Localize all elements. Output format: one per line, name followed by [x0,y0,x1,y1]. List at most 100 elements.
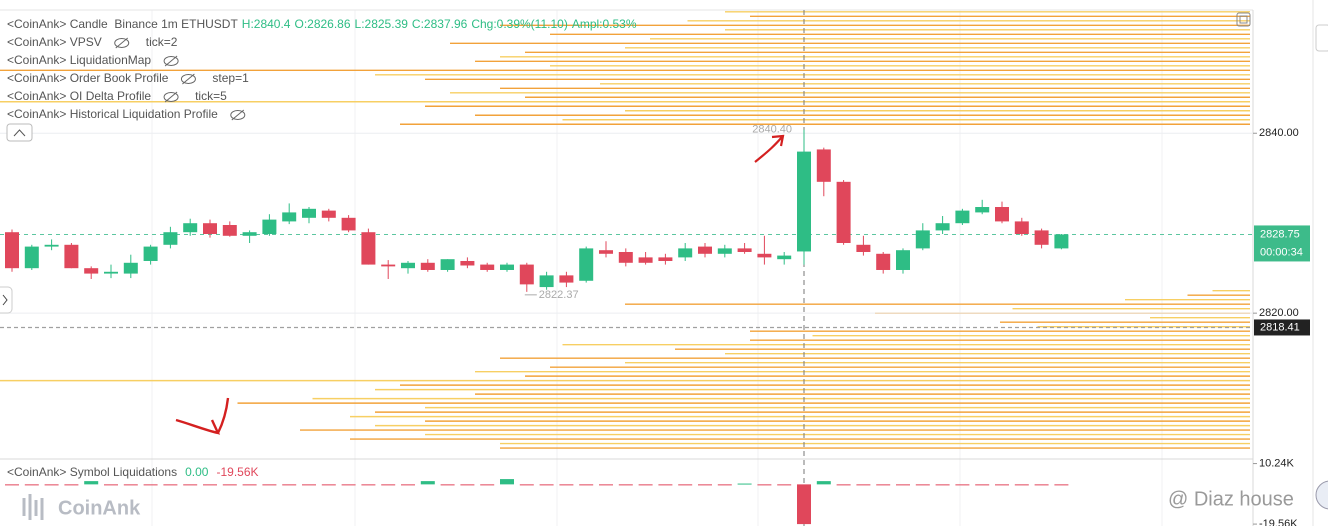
candle-body [618,251,633,263]
visibility-icon[interactable] [230,110,246,120]
watermark-logo [22,494,44,520]
liquidation-bar [440,484,455,486]
candle-body [44,244,59,247]
liquidation-bar [935,484,950,486]
liquidation-bar [460,484,475,486]
candle-body [816,149,831,182]
sub-stat: -19.56K [216,465,258,479]
liquidation-bar [995,484,1009,486]
liquidation-bar [599,484,613,486]
liquidation-bar [282,484,297,486]
header-value: Chg:0.39%(11.10) [471,17,568,31]
countdown: 00:00:34 [1260,246,1303,258]
liquidation-bar [955,484,970,486]
candle-body [896,250,910,270]
candle-body [797,151,811,252]
liquidation-bar [816,481,831,485]
liquidation-bar [975,484,990,486]
low-label: 2822.37 [539,289,579,301]
liquidation-bar [836,484,851,486]
visibility-icon[interactable] [180,74,196,84]
profile-layer [0,11,1250,449]
liquidation-bar [856,484,871,486]
liquidation-bar [401,484,415,486]
liquidation-bar [1054,484,1069,486]
sub-stat: 0.00 [185,465,209,479]
visibility-icon[interactable] [114,38,130,48]
liquidation-bar [717,484,732,486]
candle-body [242,232,257,236]
header-value: L:2825.39 [355,17,409,31]
annotation-arrow [175,397,230,435]
candle-body [519,264,534,285]
last-price-label: 2828.75 [1260,228,1300,240]
liquidation-bar [559,484,574,486]
liquidation-bar [242,484,257,486]
legend-item: <CoinAnk> Order Book Profile [7,71,169,85]
candle-body [222,225,237,236]
liquidation-bar [539,484,554,486]
candle-body [658,257,673,261]
candle-body [599,250,613,254]
candle-body [559,275,574,283]
header-name: <CoinAnk> Candle Binance 1m ETHUSDT [7,17,238,31]
candle-body [579,248,594,281]
candle-layer: 2840.40 2822.37 [5,124,1069,301]
liquidation-bar [618,484,633,486]
header-value: H:2840.4 [242,17,291,31]
legend-item: <CoinAnk> Historical Liquidation Profile [7,107,218,121]
y-tick-label: 2840.00 [1259,127,1299,139]
settings-button[interactable] [1236,12,1251,27]
liquidation-bar [698,484,712,486]
candle-body [302,208,316,218]
header-value: Ampl:0.53% [572,17,637,31]
scroll-left-button[interactable] [0,286,13,314]
liquidation-bar [915,484,930,486]
liquidation-bar [163,484,178,486]
candle-body [321,210,336,218]
candle-body [24,246,39,269]
candle-body [282,212,297,222]
candle-body [856,244,871,252]
sub-pane: <CoinAnk> Symbol Liquidations 0.00 -19.56K… [5,457,1298,526]
visibility-icon[interactable] [163,92,179,102]
candle-body [183,223,198,233]
candle-body [143,246,158,261]
candle-body [440,259,455,270]
legend-item: <CoinAnk> OI Delta Profile [7,89,151,103]
candle-body [104,271,118,274]
candle-body [757,253,772,258]
side-avatar[interactable] [1315,480,1328,510]
candle-body [717,248,732,254]
liquidation-bar [797,484,811,525]
visibility-icon[interactable] [163,56,179,66]
settings-icon [1239,15,1248,24]
candle-body [341,217,356,231]
candle-body [678,248,693,258]
liquidation-bar [203,484,217,486]
candle-body [915,230,930,249]
mark-price-label: 2818.41 [1260,321,1300,333]
liquidation-bar [777,484,792,486]
candle-body [698,246,712,254]
visibility-slash [115,37,129,49]
legend-setting: tick=2 [146,35,178,49]
candle-body [1054,234,1069,249]
header-value: O:2826.86 [294,17,350,31]
collapse-button[interactable] [6,123,33,142]
grid-layer [0,10,1253,526]
liquidation-bar [5,484,19,486]
side-button[interactable] [1315,24,1328,52]
candle-body [163,232,178,245]
liquidation-bar [420,481,435,485]
liquidation-bar [876,484,891,486]
liquidation-bar [143,484,158,486]
header-value: C:2837.96 [412,17,468,31]
liquidation-bar [302,484,316,486]
candle-body [995,207,1009,222]
candle-body [876,253,891,270]
watermark: CoinAnk [58,497,141,519]
liquidation-bar [123,484,138,486]
liquidation-bar [183,484,198,486]
